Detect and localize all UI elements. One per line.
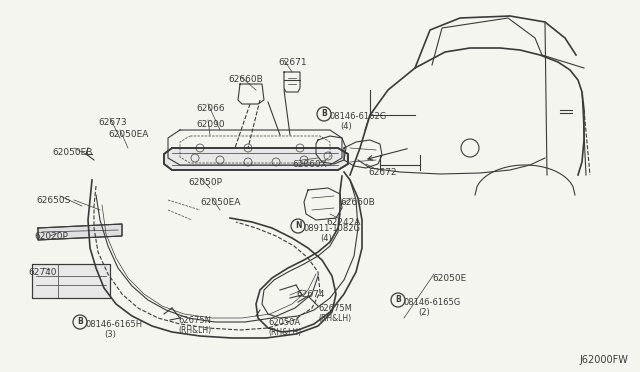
Text: B: B: [395, 295, 401, 305]
Text: 62660B: 62660B: [340, 198, 375, 207]
Text: 62673: 62673: [98, 118, 127, 127]
Text: (RH&LH): (RH&LH): [178, 326, 211, 335]
Text: 08911-1082G: 08911-1082G: [304, 224, 361, 233]
Text: 62050EB: 62050EB: [52, 148, 92, 157]
Text: N: N: [295, 221, 301, 231]
Polygon shape: [164, 148, 348, 170]
Text: (3): (3): [104, 330, 116, 339]
Text: J62000FW: J62000FW: [579, 355, 628, 365]
Text: 62671: 62671: [278, 58, 307, 67]
Text: 62050EA: 62050EA: [200, 198, 241, 207]
Text: 62020P: 62020P: [34, 232, 68, 241]
Text: 62675N: 62675N: [178, 316, 211, 325]
Text: 62660B: 62660B: [228, 75, 263, 84]
Text: 62050E: 62050E: [432, 274, 467, 283]
Text: 62242A: 62242A: [326, 218, 360, 227]
Text: (RH&LH): (RH&LH): [318, 314, 351, 323]
Text: 62066: 62066: [196, 104, 225, 113]
Text: B: B: [77, 317, 83, 327]
Text: B: B: [321, 109, 327, 119]
Text: (2): (2): [418, 308, 429, 317]
Text: 08146-6165H: 08146-6165H: [86, 320, 143, 329]
Text: (4): (4): [340, 122, 352, 131]
Text: (RH&LH): (RH&LH): [268, 328, 301, 337]
Text: 62050A: 62050A: [268, 318, 300, 327]
Polygon shape: [32, 264, 110, 298]
Text: 08146-6162G: 08146-6162G: [330, 112, 387, 121]
Text: 62060X: 62060X: [292, 160, 327, 169]
Text: 62674: 62674: [296, 290, 324, 299]
Text: 08146-6165G: 08146-6165G: [404, 298, 461, 307]
Text: 62090: 62090: [196, 120, 225, 129]
Text: 62672: 62672: [368, 168, 397, 177]
Text: 62050EA: 62050EA: [108, 130, 148, 139]
Polygon shape: [38, 224, 122, 240]
Text: 62675M: 62675M: [318, 304, 352, 313]
Text: 62050P: 62050P: [188, 178, 222, 187]
Text: 62650S: 62650S: [36, 196, 70, 205]
Text: 62740: 62740: [28, 268, 56, 277]
Text: (4): (4): [320, 234, 332, 243]
